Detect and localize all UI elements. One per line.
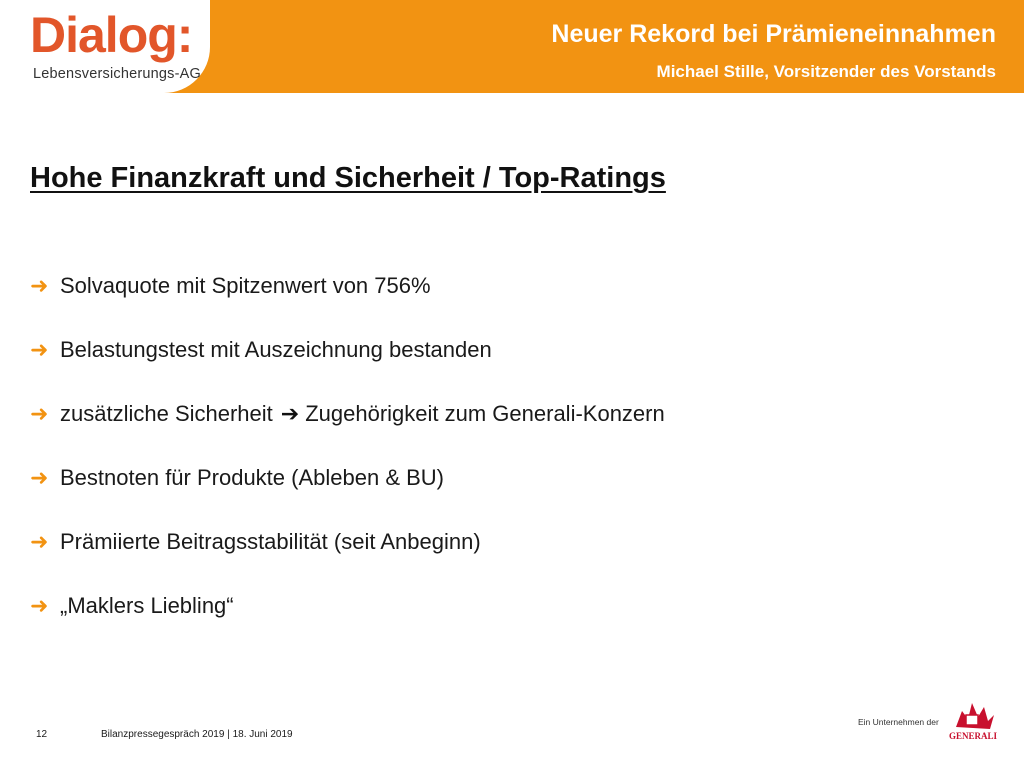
arrow-right-icon: ➜	[30, 529, 49, 554]
logo-subtitle: Lebensversicherungs-AG	[33, 66, 202, 82]
bullet-text: zusätzliche Sicherheit	[60, 401, 273, 426]
bullet-list: ➜ Solvaquote mit Spitzenwert von 756% ➜ …	[30, 268, 665, 652]
logo-wordmark: Dialog:	[30, 7, 193, 63]
bullet-text-continued: Zugehörigkeit zum Generali-Konzern	[305, 401, 665, 426]
arrow-right-icon: ➜	[30, 593, 49, 618]
arrow-right-icon: ➜	[30, 273, 49, 298]
bullet-item: ➜ zusätzliche Sicherheit ➔ Zugehörigkeit…	[30, 396, 665, 460]
logo: Dialog: Lebensversicherungs-AG	[0, 0, 210, 93]
bullet-text: Prämiierte Beitragsstabilität (seit Anbe…	[60, 529, 481, 554]
bullet-item: ➜ Prämiierte Beitragsstabilität (seit An…	[30, 524, 665, 588]
bullet-item: ➜ Solvaquote mit Spitzenwert von 756%	[30, 268, 665, 332]
slide-title: Hohe Finanzkraft und Sicherheit / Top-Ra…	[30, 162, 666, 194]
inline-arrow-icon: ➔	[280, 401, 300, 426]
page-number: 12	[36, 729, 48, 740]
arrow-right-icon: ➜	[30, 465, 49, 490]
footer-event: Bilanzpressegespräch 2019 | 18. Juni 201…	[101, 729, 293, 740]
header-title: Neuer Rekord bei Prämieneinnahmen	[551, 20, 996, 48]
arrow-right-icon: ➜	[30, 401, 49, 426]
generali-brand-text: GENERALI	[949, 731, 998, 741]
bullet-text: Solvaquote mit Spitzenwert von 756%	[60, 273, 431, 298]
bullet-item: ➜ „Maklers Liebling“	[30, 588, 665, 652]
footer-tagline: Ein Unternehmen der	[858, 717, 939, 727]
header-bar: Dialog: Lebensversicherungs-AG Neuer Rek…	[0, 0, 1024, 93]
bullet-text: Belastungstest mit Auszeichnung bestande…	[60, 337, 492, 362]
bullet-item: ➜ Belastungstest mit Auszeichnung bestan…	[30, 332, 665, 396]
generali-lion-logo: GENERALI	[949, 703, 998, 741]
arrow-right-icon: ➜	[30, 337, 49, 362]
bullet-text: Bestnoten für Produkte (Ableben & BU)	[60, 465, 444, 490]
header-subtitle: Michael Stille, Vorsitzender des Vorstan…	[656, 62, 996, 81]
bullet-item: ➜ Bestnoten für Produkte (Ableben & BU)	[30, 460, 665, 524]
bullet-text: „Maklers Liebling“	[60, 593, 234, 618]
